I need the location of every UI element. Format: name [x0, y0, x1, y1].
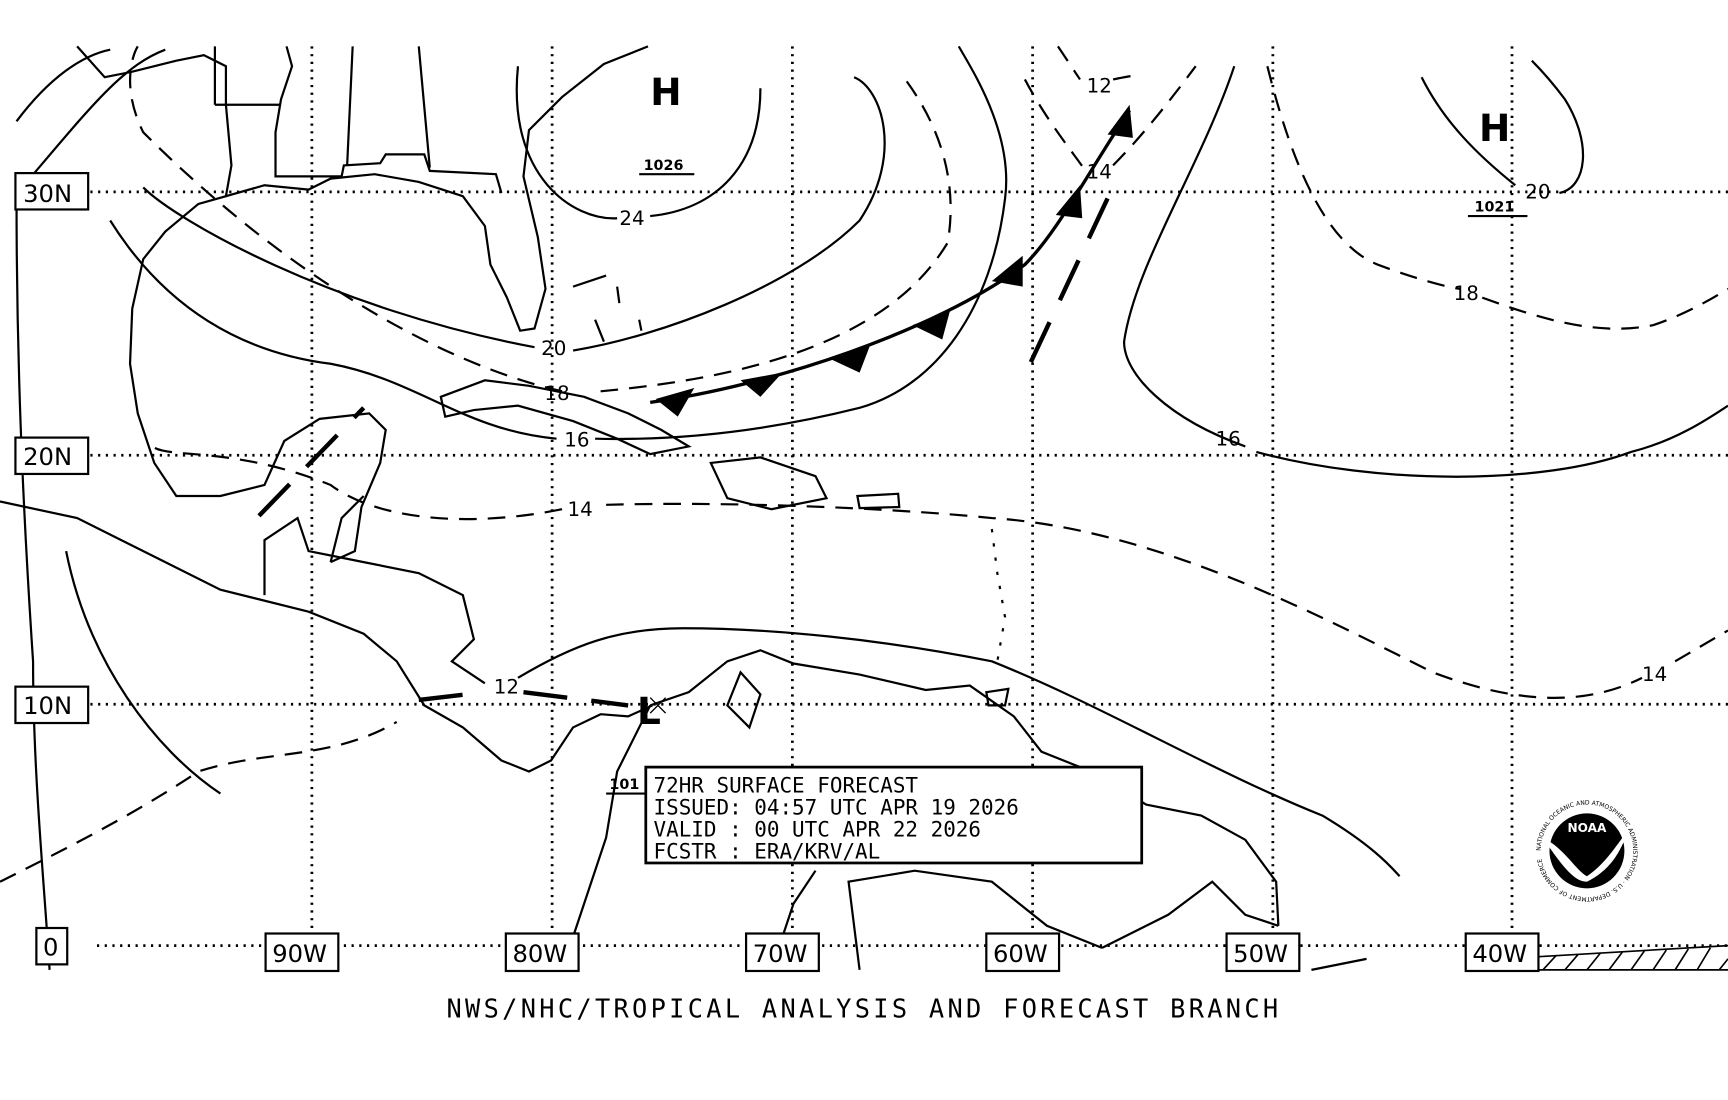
lon-label: 80W: [512, 939, 567, 968]
forecaster: FCSTR : ERA/KRV/AL: [654, 840, 881, 864]
pressure-value: 1021: [1475, 200, 1515, 216]
issued-time: ISSUED: 04:57 UTC APR 19 2026: [654, 795, 1019, 819]
lat-label-30n: 30N: [23, 179, 72, 208]
high-pressure-marker: H: [1479, 106, 1510, 150]
high-pressure-marker: H: [650, 70, 681, 114]
low-pressure-marker: L: [637, 689, 661, 733]
coastlines: [0, 45, 1367, 971]
hatched-area: [1538, 944, 1728, 971]
lon-label: 40W: [1472, 939, 1527, 968]
contour-label: 16: [1216, 427, 1241, 450]
lon-label: 60W: [993, 939, 1048, 968]
footer-credit: NWS/NHC/TROPICAL ANALYSIS AND FORECAST B…: [447, 993, 1282, 1023]
lon-label: 90W: [272, 939, 327, 968]
svg-text:NOAA: NOAA: [1568, 821, 1607, 835]
contour-label: 12: [1087, 75, 1112, 98]
lat-label-20n: 20N: [23, 442, 72, 471]
pressure-value: 101: [609, 777, 639, 793]
contour-label: 24: [619, 207, 644, 230]
contour-label: 12: [494, 675, 519, 698]
lon-label: 50W: [1233, 939, 1288, 968]
contour-label: 14: [1087, 161, 1112, 184]
lat-label-equator: 0: [43, 933, 58, 962]
noaa-logo: NOAA NATIONAL OCEANIC AND ATMOSPHERIC AD…: [1536, 800, 1639, 903]
cold-front: [649, 104, 1133, 417]
pressure-centers: H 1026 H 1021 L 101: [606, 70, 1528, 795]
contour-label: 14: [1642, 663, 1667, 686]
lon-label: 70W: [753, 939, 808, 968]
lat-label-10n: 10N: [23, 691, 72, 720]
troughs: [257, 197, 1110, 708]
contour-label: 18: [1454, 282, 1479, 305]
pressure-value: 1026: [644, 158, 684, 174]
contour-label: 20: [541, 337, 566, 360]
latitude-labels: 30N 20N 10N 0: [14, 172, 90, 966]
contour-label: 18: [544, 382, 569, 405]
graticule: [90, 46, 1728, 970]
longitude-labels: 90W 80W 70W 60W 50W 40W: [264, 932, 1540, 973]
forecast-info-box: 72HR SURFACE FORECAST ISSUED: 04:57 UTC …: [644, 765, 1144, 865]
contour-label: 14: [568, 498, 593, 521]
contour-label: 20: [1525, 180, 1550, 203]
product-title: 72HR SURFACE FORECAST: [654, 773, 919, 797]
contour-label: 16: [564, 428, 589, 451]
contour-labels: 24 20 18 16 14 12 12 14 20 18 16 14: [494, 75, 1668, 699]
isobars: [0, 45, 1728, 970]
valid-time: VALID : 00 UTC APR 22 2026: [654, 818, 982, 842]
